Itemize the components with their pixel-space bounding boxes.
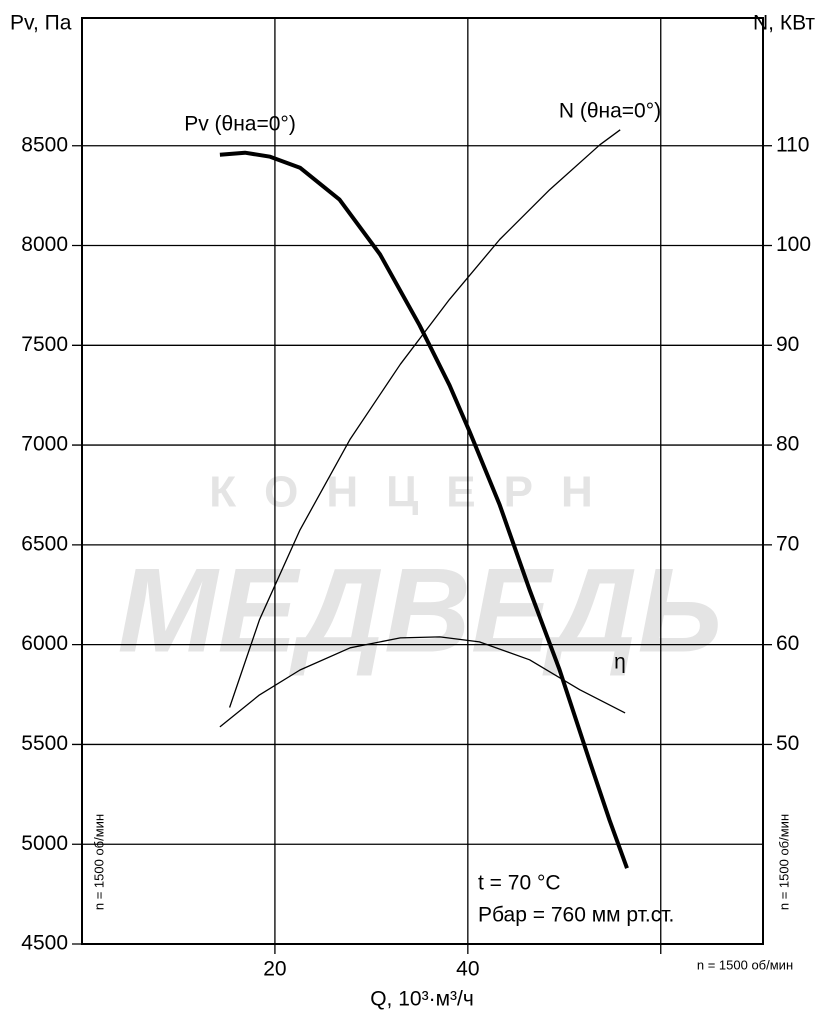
y2-tick-label: 110 bbox=[776, 133, 809, 156]
series-line bbox=[219, 150, 629, 869]
series-line bbox=[219, 636, 626, 728]
y2-tick-label: 60 bbox=[776, 632, 799, 655]
x-tick-label: 20 bbox=[263, 958, 286, 981]
y-tick-label: 6500 bbox=[21, 532, 68, 555]
y2-tick-label: 50 bbox=[776, 732, 799, 755]
watermark: КОНЦЕРН bbox=[209, 468, 620, 517]
y-tick-label: 8000 bbox=[21, 233, 68, 256]
annotation: n = 1500 об/мин bbox=[697, 957, 793, 972]
x-tick-label: 40 bbox=[456, 958, 479, 981]
y-axis-label: Pv, Па bbox=[10, 12, 72, 35]
series-label: η bbox=[614, 651, 626, 674]
y2-axis-label: N, КВт bbox=[753, 12, 815, 35]
series-label: Pv (θна=0°) bbox=[184, 113, 296, 136]
y-tick-label: 4500 bbox=[21, 932, 68, 955]
x-axis-label: Q, 10³·м³/ч bbox=[370, 988, 474, 1011]
y-tick-label: 7500 bbox=[21, 333, 68, 356]
plot-frame bbox=[81, 17, 764, 945]
annotation: t = 70 °C bbox=[478, 872, 561, 895]
y-tick-label: 7000 bbox=[21, 433, 68, 456]
y2-tick-label: 80 bbox=[776, 433, 799, 456]
y2-tick-label: 90 bbox=[776, 333, 799, 356]
y-tick-label: 6000 bbox=[21, 632, 68, 655]
y-tick-label: 5500 bbox=[21, 732, 68, 755]
y2-tick-label: 100 bbox=[776, 233, 811, 256]
y-tick-label: 8500 bbox=[21, 133, 68, 156]
y2-tick-label: 70 bbox=[776, 532, 799, 555]
y-tick-label: 5000 bbox=[21, 832, 68, 855]
watermark: МЕДВЕДЬ bbox=[118, 544, 723, 678]
annotation: n = 1500 об/мин bbox=[91, 814, 106, 910]
series-label: N (θна=0°) bbox=[559, 100, 661, 123]
series-line bbox=[228, 129, 621, 708]
annotation: Рбар = 760 мм рт.ст. bbox=[478, 904, 674, 927]
annotation: n = 1500 об/мин bbox=[776, 814, 791, 910]
